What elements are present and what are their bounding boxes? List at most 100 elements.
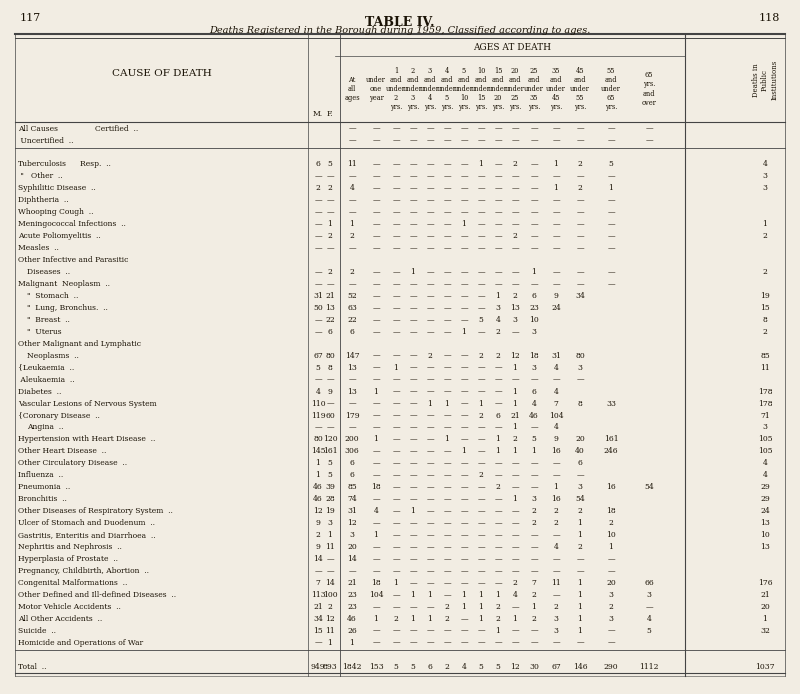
Text: —: — bbox=[477, 448, 485, 455]
Text: 5: 5 bbox=[478, 316, 483, 324]
Text: "  Uterus: " Uterus bbox=[27, 328, 62, 336]
Text: —: — bbox=[645, 603, 653, 611]
Text: —: — bbox=[426, 603, 434, 611]
Text: —: — bbox=[511, 531, 519, 539]
Text: —: — bbox=[494, 519, 502, 527]
Text: 80: 80 bbox=[313, 435, 323, 443]
Text: 200: 200 bbox=[345, 435, 359, 443]
Text: 74: 74 bbox=[347, 496, 357, 503]
Text: —: — bbox=[511, 172, 519, 180]
Text: —: — bbox=[426, 208, 434, 217]
Text: —: — bbox=[372, 603, 380, 611]
Text: Pneumonia  ..: Pneumonia .. bbox=[18, 483, 70, 491]
Text: —: — bbox=[607, 627, 615, 635]
Text: —: — bbox=[460, 172, 468, 180]
Text: 5: 5 bbox=[531, 435, 537, 443]
Text: —: — bbox=[409, 160, 417, 169]
Text: —: — bbox=[443, 328, 451, 336]
Text: 12: 12 bbox=[313, 507, 323, 515]
Text: 13: 13 bbox=[347, 364, 357, 372]
Text: —: — bbox=[530, 423, 538, 432]
Text: "  Stomach  ..: " Stomach .. bbox=[27, 292, 78, 300]
Text: 26: 26 bbox=[347, 627, 357, 635]
Text: Whooping Cough  ..: Whooping Cough .. bbox=[18, 208, 94, 217]
Text: —: — bbox=[372, 400, 380, 407]
Text: 13: 13 bbox=[325, 304, 335, 312]
Text: —: — bbox=[348, 172, 356, 180]
Text: —: — bbox=[460, 208, 468, 217]
Text: —: — bbox=[443, 471, 451, 480]
Text: —: — bbox=[552, 268, 560, 276]
Text: 6: 6 bbox=[531, 388, 537, 396]
Text: —: — bbox=[494, 507, 502, 515]
Text: 176: 176 bbox=[758, 579, 772, 587]
Text: —: — bbox=[460, 423, 468, 432]
Text: 4: 4 bbox=[554, 364, 558, 372]
Text: —: — bbox=[477, 328, 485, 336]
Text: —: — bbox=[392, 448, 400, 455]
Text: 2: 2 bbox=[495, 615, 501, 623]
Text: —: — bbox=[443, 304, 451, 312]
Text: —: — bbox=[460, 507, 468, 515]
Text: —: — bbox=[409, 316, 417, 324]
Text: —: — bbox=[477, 268, 485, 276]
Text: 3: 3 bbox=[495, 304, 501, 312]
Text: —: — bbox=[443, 412, 451, 420]
Text: —: — bbox=[460, 483, 468, 491]
Text: 1: 1 bbox=[513, 448, 518, 455]
Text: —: — bbox=[552, 638, 560, 647]
Text: 1: 1 bbox=[374, 388, 378, 396]
Text: Suicide  ..: Suicide .. bbox=[18, 627, 56, 635]
Text: —: — bbox=[326, 196, 334, 204]
Text: —: — bbox=[409, 627, 417, 635]
Text: —: — bbox=[607, 244, 615, 252]
Text: —: — bbox=[392, 137, 400, 144]
Text: —: — bbox=[409, 638, 417, 647]
Text: 28: 28 bbox=[325, 496, 335, 503]
Text: 34: 34 bbox=[313, 615, 323, 623]
Text: 5: 5 bbox=[327, 471, 333, 480]
Text: 14: 14 bbox=[347, 555, 357, 563]
Text: —: — bbox=[392, 280, 400, 288]
Text: —: — bbox=[392, 388, 400, 396]
Text: "  Breast  ..: " Breast .. bbox=[27, 316, 70, 324]
Text: Resp.  ..: Resp. .. bbox=[80, 160, 111, 169]
Text: 20: 20 bbox=[575, 435, 585, 443]
Text: —: — bbox=[443, 531, 451, 539]
Text: —: — bbox=[477, 483, 485, 491]
Text: —: — bbox=[443, 292, 451, 300]
Text: —: — bbox=[409, 196, 417, 204]
Text: 105: 105 bbox=[758, 435, 772, 443]
Text: —: — bbox=[372, 304, 380, 312]
Text: 50: 50 bbox=[313, 304, 323, 312]
Text: —: — bbox=[409, 471, 417, 480]
Text: —: — bbox=[443, 352, 451, 359]
Text: —: — bbox=[348, 196, 356, 204]
Text: —: — bbox=[530, 638, 538, 647]
Text: —: — bbox=[443, 555, 451, 563]
Text: 3: 3 bbox=[609, 615, 614, 623]
Text: 60: 60 bbox=[325, 412, 335, 420]
Text: —: — bbox=[392, 412, 400, 420]
Text: 3: 3 bbox=[531, 364, 537, 372]
Text: Aleukaemia  ..: Aleukaemia .. bbox=[18, 375, 74, 384]
Text: 6: 6 bbox=[350, 328, 354, 336]
Text: 1037: 1037 bbox=[755, 663, 775, 670]
Text: —: — bbox=[511, 125, 519, 133]
Text: —: — bbox=[576, 232, 584, 240]
Text: 2: 2 bbox=[513, 232, 518, 240]
Text: 1: 1 bbox=[410, 507, 415, 515]
Text: Certified  ..: Certified .. bbox=[95, 125, 138, 133]
Text: 9: 9 bbox=[554, 292, 558, 300]
Text: 24: 24 bbox=[551, 304, 561, 312]
Text: 20: 20 bbox=[347, 543, 357, 551]
Text: —: — bbox=[576, 125, 584, 133]
Text: 5: 5 bbox=[315, 364, 321, 372]
Text: 6: 6 bbox=[350, 471, 354, 480]
Text: —: — bbox=[477, 364, 485, 372]
Text: Diphtheria  ..: Diphtheria .. bbox=[18, 196, 69, 204]
Text: 21: 21 bbox=[510, 412, 520, 420]
Text: {Leukaemia  ..: {Leukaemia .. bbox=[18, 364, 74, 372]
Text: 2: 2 bbox=[531, 507, 537, 515]
Text: 18: 18 bbox=[606, 507, 616, 515]
